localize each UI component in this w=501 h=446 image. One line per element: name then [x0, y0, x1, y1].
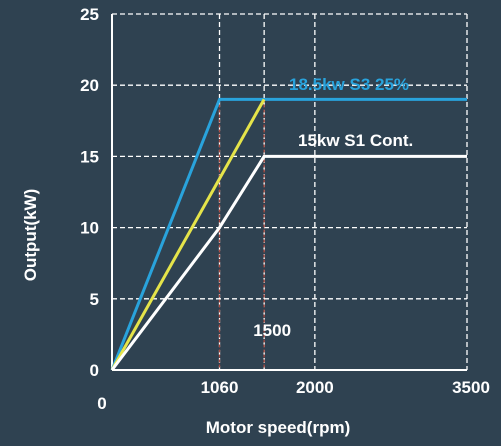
series-line-2 — [110, 98, 266, 371]
grid — [112, 13, 468, 370]
series-line-1 — [110, 97, 467, 371]
x-tick-label-2000: 2000 — [296, 378, 334, 397]
x-tick-label-1060: 1060 — [201, 378, 239, 397]
x-tick-label-3500: 3500 — [452, 378, 490, 397]
y-tick-label-10: 10 — [80, 219, 99, 238]
y-tick-label-15: 15 — [80, 147, 99, 166]
y-tick-label-5: 5 — [90, 290, 99, 309]
series-label-3: 15kw S1 Cont. — [298, 131, 413, 150]
annotation-1: 1500 — [253, 321, 291, 340]
y-axis-title: Output(kW) — [21, 189, 40, 282]
y-tick-label-25: 25 — [80, 5, 99, 24]
series-label-1: 18.5kw S3 25% — [289, 75, 409, 94]
reference-lines — [218, 99, 265, 370]
axes — [111, 14, 467, 371]
x-tick-label-0: 0 — [97, 394, 106, 413]
series-lines — [110, 97, 467, 371]
y-tick-label-20: 20 — [80, 76, 99, 95]
series-line-3 — [110, 154, 467, 371]
tick-labels: 18.5kw S3 25% 15kw S1 Cont. 0 5 10 15 20 25 0 106… — [80, 5, 490, 413]
x-axis-title: Motor speed(rpm) — [206, 418, 351, 437]
y-tick-label-0: 0 — [90, 361, 99, 380]
